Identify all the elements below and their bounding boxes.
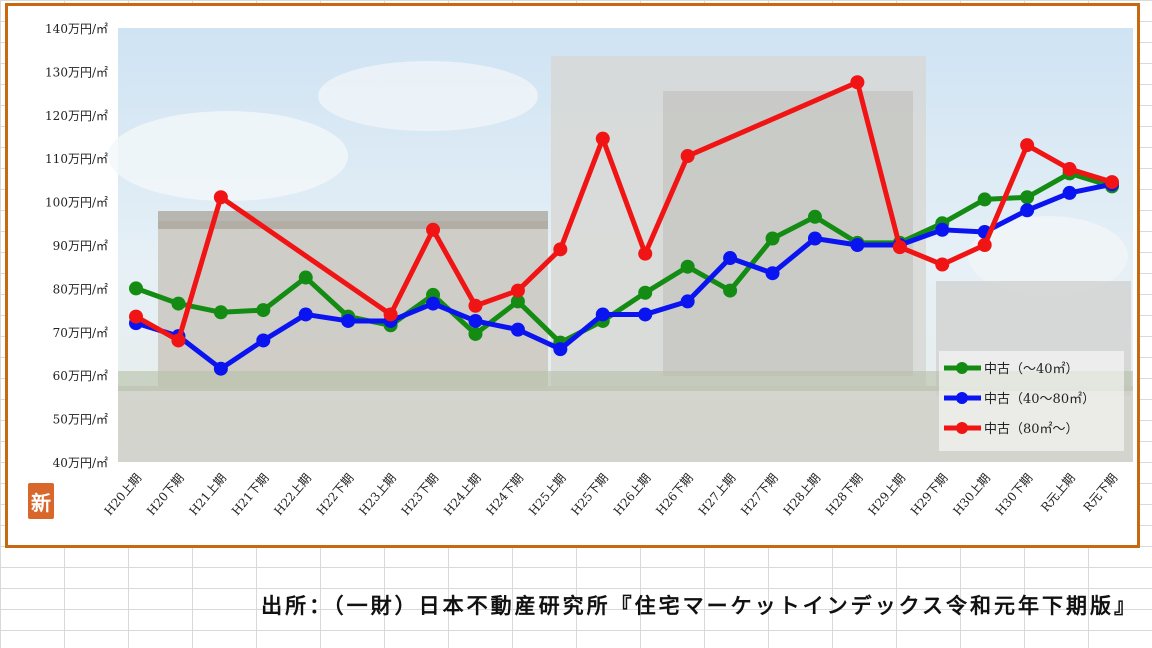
y-tick-label: 40万円/㎡ — [53, 456, 108, 470]
series-point-1 — [723, 251, 738, 266]
x-tick-label: H21上期 — [186, 471, 229, 518]
source-note: 出所：（一財）日本不動産研究所『住宅マーケットインデックス令和元年下期版』 — [261, 594, 1138, 618]
x-tick-label: H29下期 — [908, 471, 951, 518]
x-tick-label: H26上期 — [611, 471, 654, 518]
series-point-2 — [1020, 138, 1035, 153]
legend-swatch-dot — [956, 392, 968, 404]
building-photo-background — [108, 28, 1133, 462]
series-point-1 — [935, 222, 950, 237]
series-line-1 — [135, 181, 1113, 372]
y-tick-label: 60万円/㎡ — [53, 369, 108, 383]
series-point-2 — [468, 298, 483, 313]
series-point-0 — [723, 283, 738, 298]
series-point-1 — [298, 307, 313, 322]
series-point-0 — [171, 296, 186, 311]
y-tick-label: 110万円/㎡ — [45, 152, 108, 166]
x-tick-label: H26下期 — [653, 471, 696, 518]
x-tick-label: H27上期 — [696, 471, 739, 518]
y-tick-label: 100万円/㎡ — [45, 196, 108, 210]
y-tick-label: 90万円/㎡ — [53, 239, 108, 253]
series-point-0 — [765, 231, 780, 246]
x-tick-label: H24下期 — [484, 471, 527, 518]
series-point-0 — [256, 303, 271, 318]
series-line-2 — [134, 79, 1113, 343]
x-tick-label: H20上期 — [102, 471, 145, 518]
x-tick-label: R元下期 — [1081, 471, 1121, 515]
series-point-2 — [935, 257, 950, 272]
y-tick-label: 130万円/㎡ — [45, 65, 108, 79]
series-point-1 — [213, 361, 228, 376]
y-tick-label: 140万円/㎡ — [45, 22, 108, 36]
series-point-0 — [977, 192, 992, 207]
series-line-0 — [135, 170, 1113, 346]
series-point-1 — [807, 231, 822, 246]
legend-swatch-dot — [956, 362, 968, 374]
series-point-1 — [553, 342, 568, 357]
series-point-2 — [1062, 162, 1077, 177]
series-point-1 — [680, 294, 695, 309]
x-tick-label: H20下期 — [144, 471, 187, 518]
y-tick-label: 120万円/㎡ — [45, 109, 108, 123]
x-tick-label: H25上期 — [526, 471, 569, 518]
x-tick-label: H28上期 — [781, 471, 824, 518]
series-point-0 — [468, 326, 483, 341]
series-point-1 — [426, 296, 441, 311]
series-point-2 — [426, 222, 441, 237]
line-chart: 140万円/㎡ 130万円/㎡ 120万円/㎡ 110万円/㎡ 100万円/㎡ 90万円/… — [45, 22, 1133, 518]
series-point-2 — [1105, 175, 1119, 190]
series-point-1 — [850, 238, 865, 252]
series-point-2 — [129, 309, 143, 324]
y-tick-label: 80万円/㎡ — [53, 282, 108, 296]
series-point-0 — [807, 209, 822, 224]
series-point-2 — [213, 190, 228, 205]
x-tick-label: H30上期 — [950, 471, 993, 518]
legend-label: 中古（～40㎡） — [984, 362, 1079, 377]
x-tick-label: H25下期 — [568, 471, 611, 518]
legend-label: 中古（80㎡～） — [984, 422, 1079, 437]
legend-swatch-dot — [956, 422, 968, 434]
series-point-2 — [595, 131, 610, 146]
logo-badge: 新 — [28, 483, 54, 519]
series-point-2 — [638, 246, 653, 261]
series-point-0 — [1020, 190, 1035, 205]
x-tick-label: H23上期 — [356, 471, 399, 518]
y-tick-label: 70万円/㎡ — [53, 326, 108, 340]
series-point-0 — [510, 294, 525, 309]
series-point-1 — [341, 313, 356, 328]
series-point-1 — [595, 307, 610, 322]
series-point-1 — [638, 307, 653, 322]
y-tick-label: 50万円/㎡ — [53, 413, 108, 427]
x-tick-label: H23下期 — [399, 471, 442, 518]
series-point-0 — [213, 305, 228, 320]
series-point-2 — [892, 240, 907, 255]
x-tick-label: R元上期 — [1038, 471, 1078, 515]
series-point-1 — [256, 333, 271, 348]
x-tick-label: H22上期 — [271, 471, 314, 518]
x-tick-label: H28下期 — [823, 471, 866, 518]
x-tick-label: H27下期 — [738, 471, 781, 518]
series-point-2 — [680, 149, 695, 164]
series-point-0 — [129, 281, 143, 296]
series-point-0 — [680, 259, 695, 274]
x-tick-label: H30下期 — [993, 471, 1036, 518]
x-tick-label: H24上期 — [441, 471, 484, 518]
series-point-2 — [850, 75, 865, 90]
series-point-1 — [1020, 203, 1035, 218]
series-point-1 — [1062, 185, 1077, 200]
series-point-0 — [638, 285, 653, 300]
series-point-2 — [171, 333, 186, 348]
series-point-2 — [383, 307, 398, 322]
legend-label: 中古（40～80㎡） — [984, 392, 1095, 407]
series-point-2 — [977, 238, 992, 252]
series-point-1 — [510, 322, 525, 337]
series-point-2 — [553, 242, 568, 257]
x-tick-label: H29上期 — [865, 471, 908, 518]
chart-frame: 140万円/㎡ 130万円/㎡ 120万円/㎡ 110万円/㎡ 100万円/㎡ 90万円/… — [5, 3, 1140, 548]
x-tick-label: H22下期 — [314, 471, 357, 518]
series-point-1 — [765, 266, 780, 281]
series-point-2 — [510, 283, 525, 298]
series-point-0 — [298, 270, 313, 285]
x-tick-label: H21下期 — [229, 471, 272, 518]
series-point-1 — [468, 313, 483, 328]
